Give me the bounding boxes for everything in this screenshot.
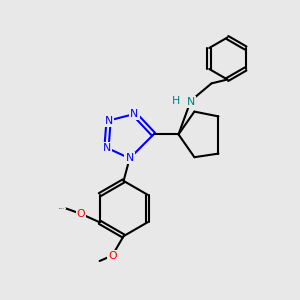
Text: N: N [104, 116, 113, 126]
Text: N: N [186, 97, 195, 107]
Text: O: O [77, 209, 85, 219]
Text: N: N [102, 142, 111, 153]
Text: N: N [125, 153, 134, 164]
Text: H: H [172, 96, 180, 106]
Text: O: O [108, 250, 116, 261]
Text: methoxy: methoxy [59, 208, 66, 209]
Text: N: N [130, 109, 139, 119]
